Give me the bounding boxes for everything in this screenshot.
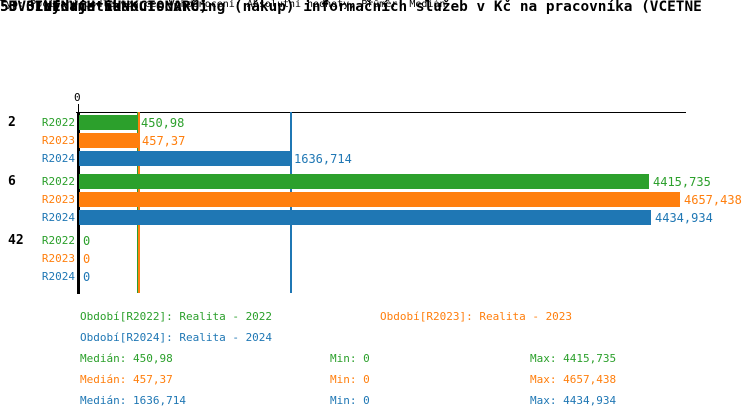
x-axis-tick-label-zero: 0 xyxy=(74,91,81,104)
bar-r2022 xyxy=(79,174,649,189)
x-axis-tick-mark xyxy=(78,104,79,112)
stat-median-r2024: Medián: 1636,714 xyxy=(80,394,186,407)
bar-value-label: 4415,735 xyxy=(653,175,711,189)
stat-min-r2022: Min: 0 xyxy=(330,352,370,365)
y-axis-line xyxy=(76,112,80,294)
bar-r2024 xyxy=(79,210,652,225)
bar-value-label: 0 xyxy=(83,234,91,248)
bar-r2022 xyxy=(79,115,138,130)
bar-r2023 xyxy=(79,133,138,148)
row-series-label: R2024 xyxy=(41,270,75,283)
row-series-label: R2022 xyxy=(41,116,75,129)
stat-median-r2022: Medián: 450,98 xyxy=(80,352,173,365)
bar-r2024 xyxy=(79,151,291,166)
stat-max-r2023: Max: 4657,438 xyxy=(530,373,617,386)
bar-value-label: 0 xyxy=(83,270,91,284)
bar-value-label: 1636,714 xyxy=(294,152,352,166)
chart-meta-info: Typ: Počítaný podle vzorce, Vyhodnocení:… xyxy=(0,0,446,10)
group-label: 2 xyxy=(8,115,16,130)
stat-min-r2024: Min: 0 xyxy=(330,394,370,407)
bar-value-label: 0 xyxy=(83,252,91,266)
row-series-label: R2024 xyxy=(41,211,75,224)
row-series-label: R2024 xyxy=(41,152,75,165)
chart-title-line1: 53.3 Výdaje na outsourcing (nákup) infor… xyxy=(0,0,702,15)
group-label: 6 xyxy=(8,174,16,189)
group-label: 42 xyxy=(8,233,24,248)
row-series-label: R2023 xyxy=(41,134,75,147)
stat-max-r2022: Max: 4415,735 xyxy=(530,352,617,365)
legend-item-r2024: Období[R2024]: Realita - 2024 xyxy=(80,331,273,344)
bar-r2023 xyxy=(79,192,680,207)
row-series-label: R2022 xyxy=(41,234,75,247)
x-axis-line xyxy=(76,112,686,114)
legend-item-r2023: Období[R2023]: Realita - 2023 xyxy=(380,310,573,323)
row-series-label: R2023 xyxy=(41,193,75,206)
chart-title-line2: UVOLNĚNÝCH FUNKCIONÁŘŮ) xyxy=(0,0,208,15)
row-series-label: R2023 xyxy=(41,252,75,265)
bar-value-label: 450,98 xyxy=(141,116,185,130)
row-series-label: R2022 xyxy=(41,175,75,188)
bar-value-label: 4434,934 xyxy=(655,211,713,225)
section-title: 53. Informatika xyxy=(0,0,130,15)
legend-item-r2022: Období[R2022]: Realita - 2022 xyxy=(80,310,273,323)
bar-value-label: 457,37 xyxy=(142,134,186,148)
stat-min-r2023: Min: 0 xyxy=(330,373,370,386)
stat-max-r2024: Max: 4434,934 xyxy=(530,394,617,407)
bar-value-label: 4657,438 xyxy=(684,193,742,207)
stat-median-r2023: Medián: 457,37 xyxy=(80,373,173,386)
